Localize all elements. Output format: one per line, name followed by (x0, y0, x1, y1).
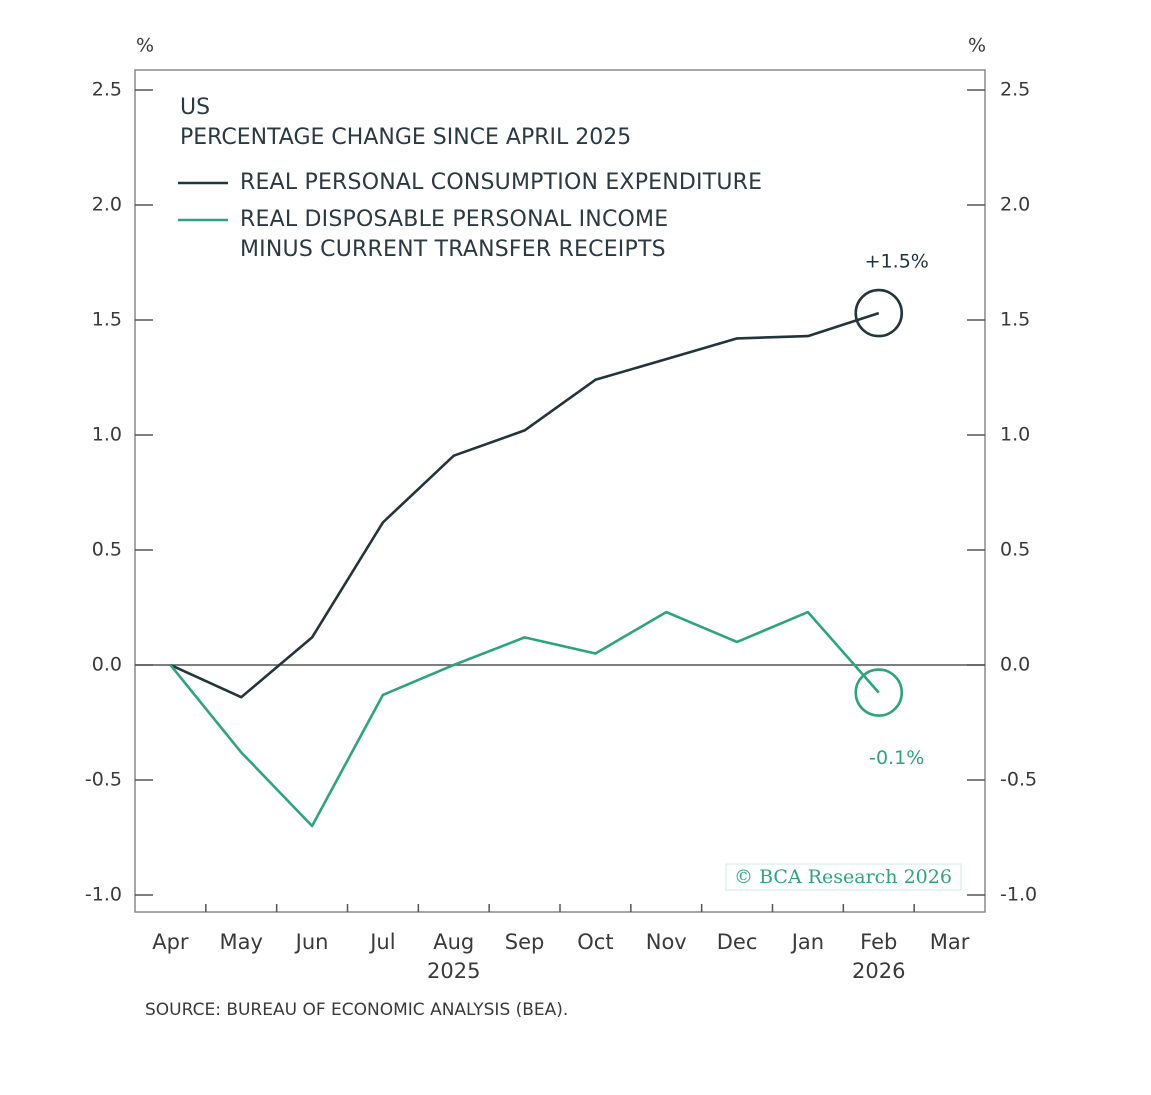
y2-tick-label: 0.5 (1000, 538, 1030, 560)
x-tick-label: May (220, 930, 263, 954)
y2-tick-label: 2.5 (1000, 79, 1030, 101)
chart-title: US (180, 95, 210, 120)
watermark: © BCA Research 2026 (734, 866, 952, 888)
y2-tick-label: -1.0 (1000, 883, 1037, 905)
x-year-label: 2026 (852, 959, 905, 983)
chart-subtitle: PERCENTAGE CHANGE SINCE APRIL 2025 (180, 125, 631, 150)
end-marker-circle (854, 668, 904, 717)
y2-tick-label: 1.5 (1000, 309, 1030, 331)
end-label: -0.1% (869, 747, 924, 769)
y-tick-label: 0.5 (92, 538, 122, 560)
y2-tick-label: 0.0 (1000, 653, 1030, 675)
end-label: +1.5% (865, 251, 929, 273)
source-note: SOURCE: BUREAU OF ECONOMIC ANALYSIS (BEA… (145, 1000, 568, 1020)
y-tick-label: 1.5 (92, 309, 122, 331)
x-tick-label: Feb (860, 930, 897, 954)
y-tick-label: 1.0 (92, 423, 122, 445)
y-tick-label: 2.5 (92, 79, 122, 101)
end-marker-circle (854, 288, 904, 338)
x-tick-label: Mar (930, 930, 970, 954)
series-line (169, 610, 880, 828)
x-tick-label: Aug (433, 930, 474, 954)
x-tick-label: Jun (294, 930, 329, 954)
x-tick-label: Oct (577, 930, 613, 954)
legend-label: REAL PERSONAL CONSUMPTION EXPENDITURE (240, 170, 763, 195)
y-tick-label: 0.0 (92, 653, 122, 675)
y2-tick-label: -0.5 (1000, 768, 1037, 790)
x-tick-label: Sep (505, 930, 545, 954)
x-tick-label: Jul (368, 930, 395, 954)
x-tick-label: Dec (717, 930, 758, 954)
y2-tick-label: 2.0 (1000, 194, 1030, 216)
x-tick-label: Apr (152, 930, 189, 954)
y-tick-label: -1.0 (85, 883, 122, 905)
series-line (169, 311, 880, 699)
watermark-box (725, 863, 962, 891)
x-tick-label: Jan (790, 930, 824, 954)
legend-label: REAL DISPOSABLE PERSONAL INCOME MINUS CU… (240, 207, 669, 262)
y2-tick-label: 1.0 (1000, 423, 1030, 445)
y-tick-label: 2.0 (92, 194, 122, 216)
x-tick-label: Nov (646, 930, 687, 954)
y-axis-unit: % (136, 35, 154, 57)
y-tick-label: -0.5 (85, 768, 122, 790)
x-year-label: 2025 (427, 959, 480, 983)
y2-axis-unit: % (968, 35, 986, 57)
